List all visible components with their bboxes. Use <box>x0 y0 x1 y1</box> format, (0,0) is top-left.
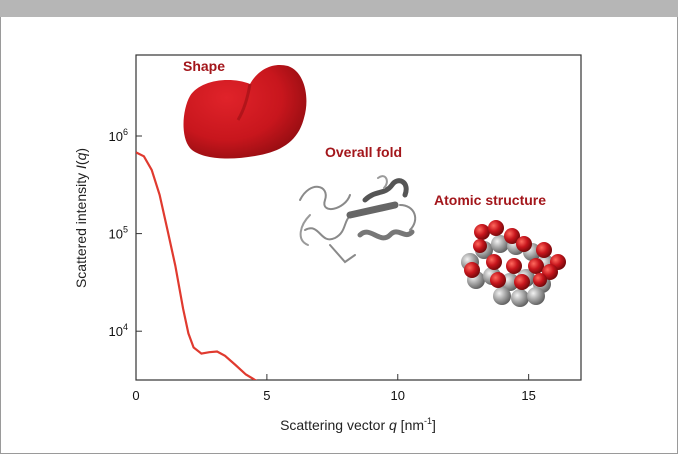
x-tick-label: 5 <box>263 388 270 403</box>
y-axis-label: Scattered intensity I(q) <box>73 148 89 288</box>
protein-fold-illustration <box>299 175 417 264</box>
y-axis: 104 105 106 <box>109 127 142 339</box>
y-tick-label: 104 <box>109 322 128 339</box>
x-tick-label: 10 <box>391 388 405 403</box>
annotation-overall-fold: Overall fold <box>325 144 402 160</box>
intensity-curve <box>136 151 258 380</box>
annotation-shape: Shape <box>183 58 225 74</box>
atomic-structure-illustration <box>461 220 566 307</box>
top-bar <box>0 0 678 17</box>
x-axis: 0 5 10 15 <box>132 374 536 403</box>
y-tick-label: 106 <box>109 127 128 144</box>
x-tick-label: 15 <box>521 388 535 403</box>
plot-area <box>135 54 582 381</box>
x-axis-label: Scattering vector q [nm-1] <box>280 416 436 433</box>
y-tick-label: 105 <box>109 225 128 242</box>
shape-blob-illustration <box>183 64 307 159</box>
annotation-atomic-structure: Atomic structure <box>434 192 546 208</box>
x-tick-label: 0 <box>132 388 139 403</box>
